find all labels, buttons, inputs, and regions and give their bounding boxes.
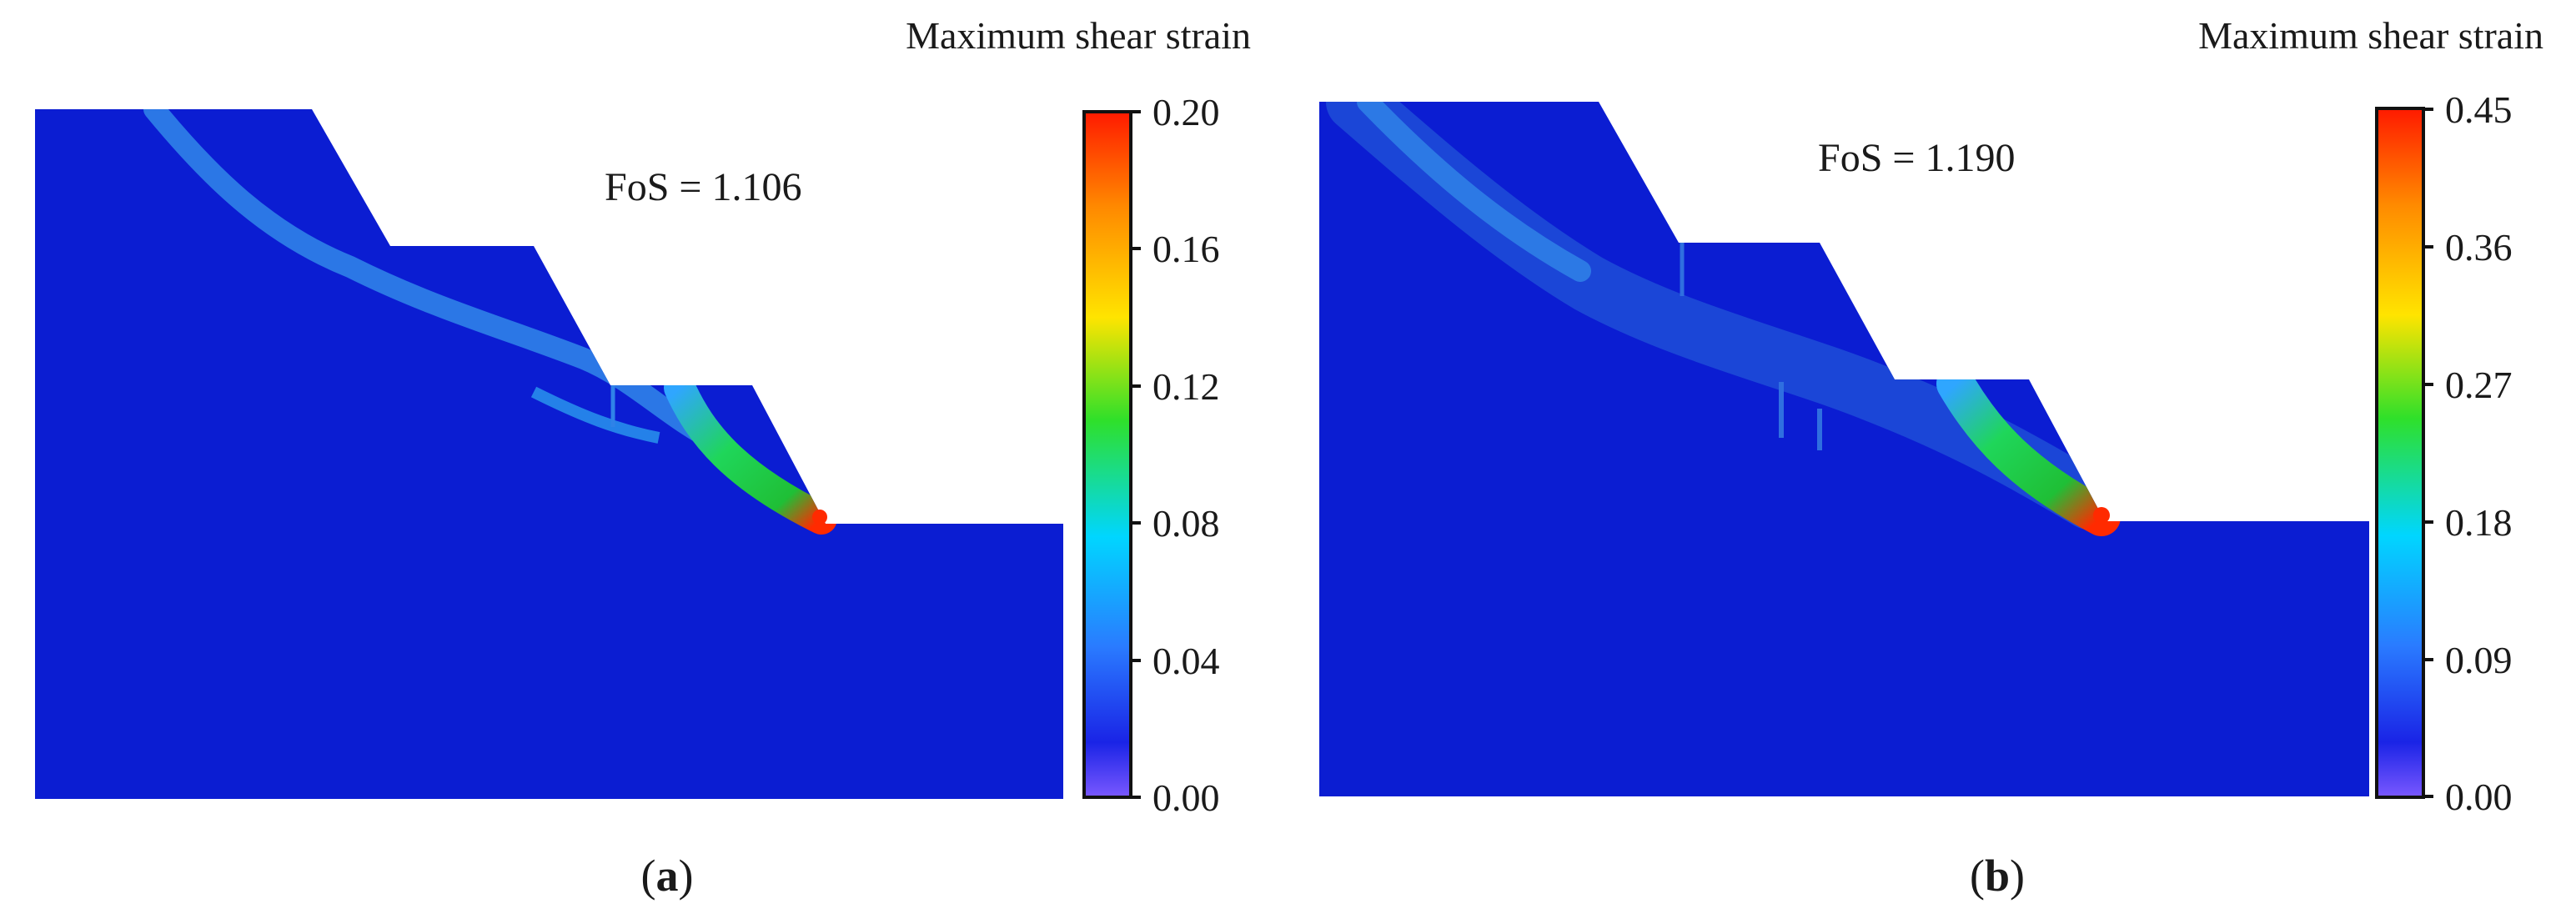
colorbar-tick-label: 0.36 <box>2445 226 2513 269</box>
strain-peak <box>2093 507 2110 524</box>
colorbar-tick-label: 0.45 <box>2445 88 2513 131</box>
colorbar-tick-label: 0.00 <box>1152 776 1220 819</box>
shear-band-toe <box>1936 364 2121 536</box>
colorbar-tick-label: 0.04 <box>1152 640 1220 682</box>
colorbar-ticks <box>2423 108 2433 798</box>
fos-label: FoS = 1.190 <box>1818 136 2015 180</box>
fos-label: FoS = 1.106 <box>605 165 801 209</box>
colorbar-ticks <box>1131 110 1141 799</box>
colorbar <box>1082 110 1132 799</box>
colorbar-tick-label: 0.09 <box>2445 639 2513 681</box>
strain-title: Maximum shear strain <box>2198 14 2543 57</box>
panel-b-svg: Maximum shear strain FoS = 1.190 <box>1319 14 2543 901</box>
panel-b: Maximum shear strain FoS = 1.190 <box>1288 0 2576 919</box>
colorbar <box>2375 107 2425 799</box>
colorbar-tick-label: 0.12 <box>1152 365 1220 408</box>
slope-body <box>35 109 1063 799</box>
strain-title: Maximum shear strain <box>906 14 1251 57</box>
panel-caption: (a) <box>641 851 694 901</box>
shear-band-secondary <box>530 386 660 444</box>
colorbar-tick-label: 0.08 <box>1152 502 1220 545</box>
panel-caption: (b) <box>1970 851 2025 901</box>
colorbar-tick-label: 0.27 <box>2445 364 2513 406</box>
shear-band-core <box>1357 102 1591 282</box>
shear-band <box>143 109 728 453</box>
panel-a-svg: Maximum shear strain FoS = 1.106 <box>35 14 1251 901</box>
colorbar-tick-label: 0.16 <box>1152 228 1220 270</box>
colorbar-tick-label: 0.00 <box>2445 776 2513 818</box>
shear-band-toe <box>664 372 837 535</box>
strain-peak <box>812 510 827 525</box>
panel-a: Maximum shear strain FoS = 1.106 <box>35 14 1251 901</box>
colorbar-tick-label: 0.20 <box>1152 91 1220 133</box>
colorbar-tick-label: 0.18 <box>2445 501 2513 544</box>
